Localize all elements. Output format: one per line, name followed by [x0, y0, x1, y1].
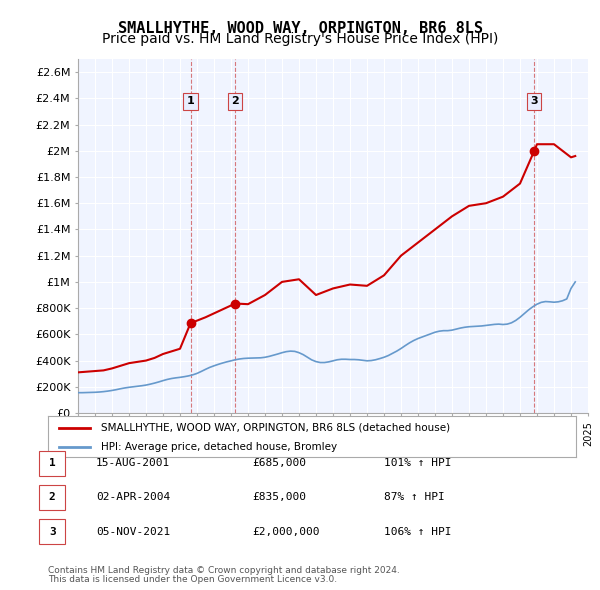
- Text: 106% ↑ HPI: 106% ↑ HPI: [384, 527, 452, 536]
- Text: 15-AUG-2001: 15-AUG-2001: [96, 458, 170, 468]
- Text: This data is licensed under the Open Government Licence v3.0.: This data is licensed under the Open Gov…: [48, 575, 337, 584]
- Text: 02-APR-2004: 02-APR-2004: [96, 493, 170, 502]
- Text: HPI: Average price, detached house, Bromley: HPI: Average price, detached house, Brom…: [101, 442, 337, 452]
- Text: £2,000,000: £2,000,000: [252, 527, 320, 536]
- Text: £685,000: £685,000: [252, 458, 306, 468]
- Text: 3: 3: [530, 97, 538, 106]
- Text: 2: 2: [232, 97, 239, 106]
- Text: SMALLHYTHE, WOOD WAY, ORPINGTON, BR6 8LS: SMALLHYTHE, WOOD WAY, ORPINGTON, BR6 8LS: [118, 21, 482, 35]
- Text: 1: 1: [49, 458, 56, 468]
- Text: 2: 2: [49, 493, 56, 502]
- Text: 101% ↑ HPI: 101% ↑ HPI: [384, 458, 452, 468]
- Text: 1: 1: [187, 97, 194, 106]
- Text: SMALLHYTHE, WOOD WAY, ORPINGTON, BR6 8LS (detached house): SMALLHYTHE, WOOD WAY, ORPINGTON, BR6 8LS…: [101, 422, 450, 432]
- Text: 87% ↑ HPI: 87% ↑ HPI: [384, 493, 445, 502]
- Text: 05-NOV-2021: 05-NOV-2021: [96, 527, 170, 536]
- Text: Price paid vs. HM Land Registry's House Price Index (HPI): Price paid vs. HM Land Registry's House …: [102, 32, 498, 47]
- Text: £835,000: £835,000: [252, 493, 306, 502]
- Text: 3: 3: [49, 527, 56, 536]
- Text: Contains HM Land Registry data © Crown copyright and database right 2024.: Contains HM Land Registry data © Crown c…: [48, 566, 400, 575]
